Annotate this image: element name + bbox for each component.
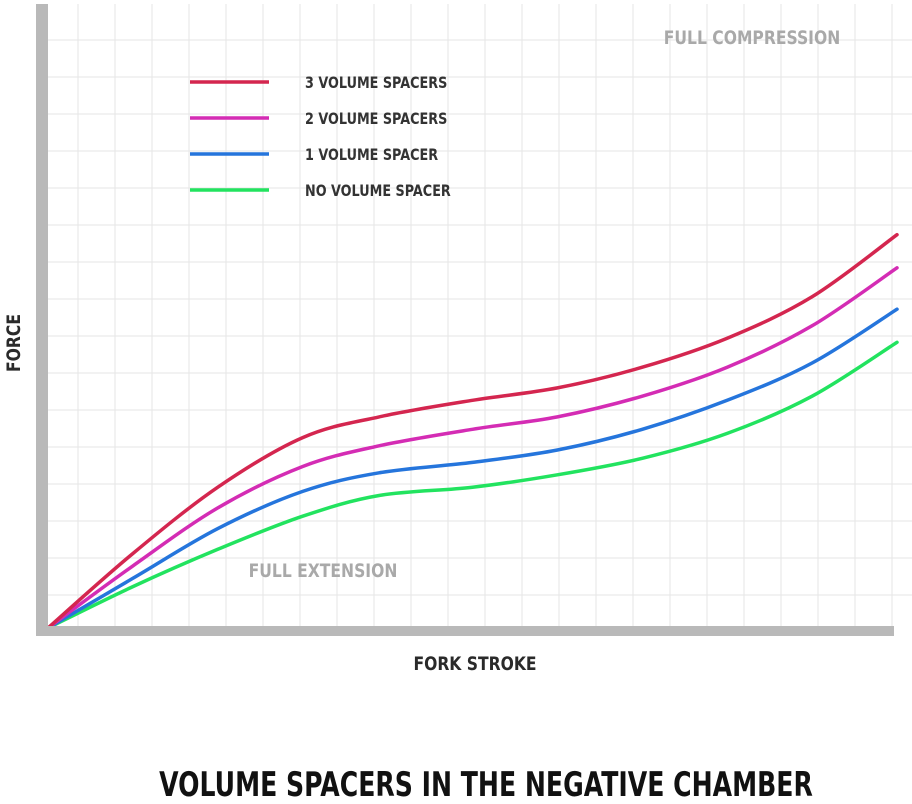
series-line-0 <box>46 232 899 630</box>
y-axis-line <box>36 4 48 636</box>
x-axis-line <box>36 626 894 636</box>
annotation-full-compression: FULL COMPRESSION <box>664 28 840 50</box>
series-line-2 <box>46 307 899 630</box>
legend: 3 VOLUME SPACERS 2 VOLUME SPACERS 1 VOLUME… <box>190 75 451 201</box>
y-axis-label: FORCE <box>4 314 26 372</box>
legend-label-3: NO VOLUME SPACER <box>305 183 451 201</box>
legend-label-1: 2 VOLUME SPACERS <box>305 111 447 129</box>
legend-label-0: 3 VOLUME SPACERS <box>305 75 447 93</box>
series-line-3 <box>46 340 899 630</box>
grid <box>48 4 912 628</box>
annotation-full-extension: FULL EXTENSION <box>249 561 398 583</box>
chart-title: VOLUME SPACERS IN THE NEGATIVE CHAMBER <box>159 765 813 804</box>
legend-label-2: 1 VOLUME SPACER <box>305 147 438 165</box>
series-layer <box>46 232 899 630</box>
x-axis-label: FORK STROKE <box>413 654 536 676</box>
series-line-1 <box>46 266 899 630</box>
